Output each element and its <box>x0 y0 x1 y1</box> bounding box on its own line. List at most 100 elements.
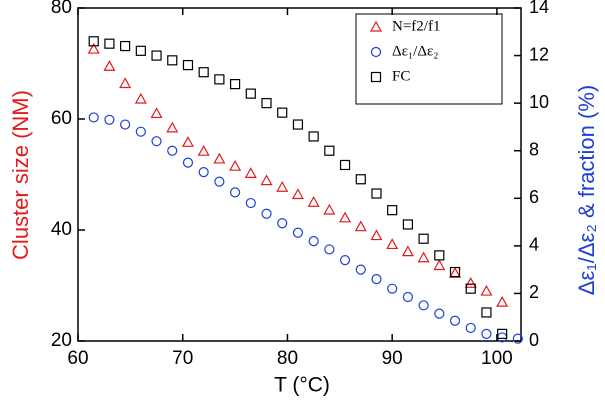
marker <box>135 126 146 137</box>
marker <box>120 40 131 52</box>
marker <box>277 107 288 118</box>
marker <box>308 236 319 247</box>
marker <box>370 229 383 241</box>
marker <box>197 144 210 156</box>
marker <box>434 308 445 319</box>
marker <box>151 50 162 61</box>
marker <box>417 251 430 263</box>
y2-tick-label: 4 <box>529 235 539 255</box>
marker <box>308 131 319 142</box>
marker <box>260 174 273 186</box>
marker <box>355 264 366 275</box>
y-tick-label: 20 <box>51 330 72 351</box>
marker <box>88 36 99 47</box>
legend-label: N=f2/f1 <box>392 18 440 34</box>
marker <box>433 259 446 271</box>
plot-frame <box>77 7 522 342</box>
y2-tick-label: 8 <box>529 139 539 159</box>
marker <box>167 55 178 66</box>
marker <box>229 187 241 198</box>
marker <box>401 245 414 257</box>
marker <box>291 188 304 200</box>
marker <box>418 233 429 244</box>
marker <box>324 244 335 255</box>
marker <box>371 188 382 199</box>
marker <box>370 46 382 58</box>
marker <box>418 300 429 311</box>
x-tick-label: 60 <box>67 348 88 369</box>
marker <box>481 328 492 339</box>
marker <box>512 333 523 344</box>
y2-tick-label: 12 <box>529 44 549 64</box>
y2-tick-label: 0 <box>529 330 539 350</box>
y2-tick-label: 10 <box>529 92 549 112</box>
legend-label: Δε₁/Δε₂ <box>392 43 439 59</box>
marker <box>245 88 256 99</box>
marker <box>496 295 509 307</box>
marker <box>198 167 209 178</box>
marker <box>261 98 272 109</box>
marker <box>386 238 399 250</box>
y-tick-label: 60 <box>51 108 72 129</box>
marker <box>339 255 351 266</box>
marker <box>104 114 115 125</box>
marker <box>307 196 320 207</box>
marker <box>213 152 226 164</box>
marker <box>465 283 476 294</box>
x-axis-label: T (°C) <box>274 374 330 397</box>
y2-tick-label: 2 <box>529 282 539 302</box>
marker <box>324 145 335 156</box>
marker <box>292 119 304 130</box>
marker <box>134 92 147 104</box>
y2-axis-label: Δε₁/Δε₂ & fraction (%) <box>574 85 599 295</box>
y-tick-label: 80 <box>51 0 72 18</box>
marker <box>449 267 462 278</box>
marker <box>229 79 241 90</box>
marker <box>245 197 256 209</box>
y2-tick-label: 14 <box>529 0 549 17</box>
marker <box>103 60 116 71</box>
marker <box>339 159 351 171</box>
marker <box>402 291 413 303</box>
marker <box>166 121 179 133</box>
marker <box>104 38 115 49</box>
marker <box>198 67 209 78</box>
marker <box>182 157 194 168</box>
marker <box>277 218 288 229</box>
marker <box>214 176 225 187</box>
marker <box>481 307 492 318</box>
x-tick-label: 80 <box>277 348 298 369</box>
x-tick-label: 70 <box>172 348 193 369</box>
marker <box>151 136 162 147</box>
marker <box>244 167 257 178</box>
x-tick-label: 90 <box>382 348 403 369</box>
marker <box>387 283 398 294</box>
marker <box>292 227 304 238</box>
marker <box>355 174 366 185</box>
marker <box>229 159 242 171</box>
marker <box>449 266 461 278</box>
marker <box>464 277 477 288</box>
marker <box>88 112 99 123</box>
marker <box>354 220 367 232</box>
x-tick-label: 100 <box>481 348 513 369</box>
marker <box>135 45 146 56</box>
legend-label: FC <box>392 68 410 84</box>
marker <box>339 211 352 223</box>
marker <box>370 71 382 83</box>
marker <box>276 181 289 192</box>
marker <box>150 107 163 119</box>
marker <box>369 20 383 32</box>
marker <box>480 284 493 296</box>
marker <box>181 136 194 147</box>
marker <box>497 328 508 339</box>
marker <box>449 315 461 326</box>
marker <box>371 274 382 285</box>
marker <box>434 250 445 261</box>
marker <box>402 219 413 230</box>
marker <box>87 42 100 54</box>
y2-tick-label: 6 <box>529 187 539 207</box>
marker <box>120 119 131 130</box>
marker <box>182 59 194 71</box>
